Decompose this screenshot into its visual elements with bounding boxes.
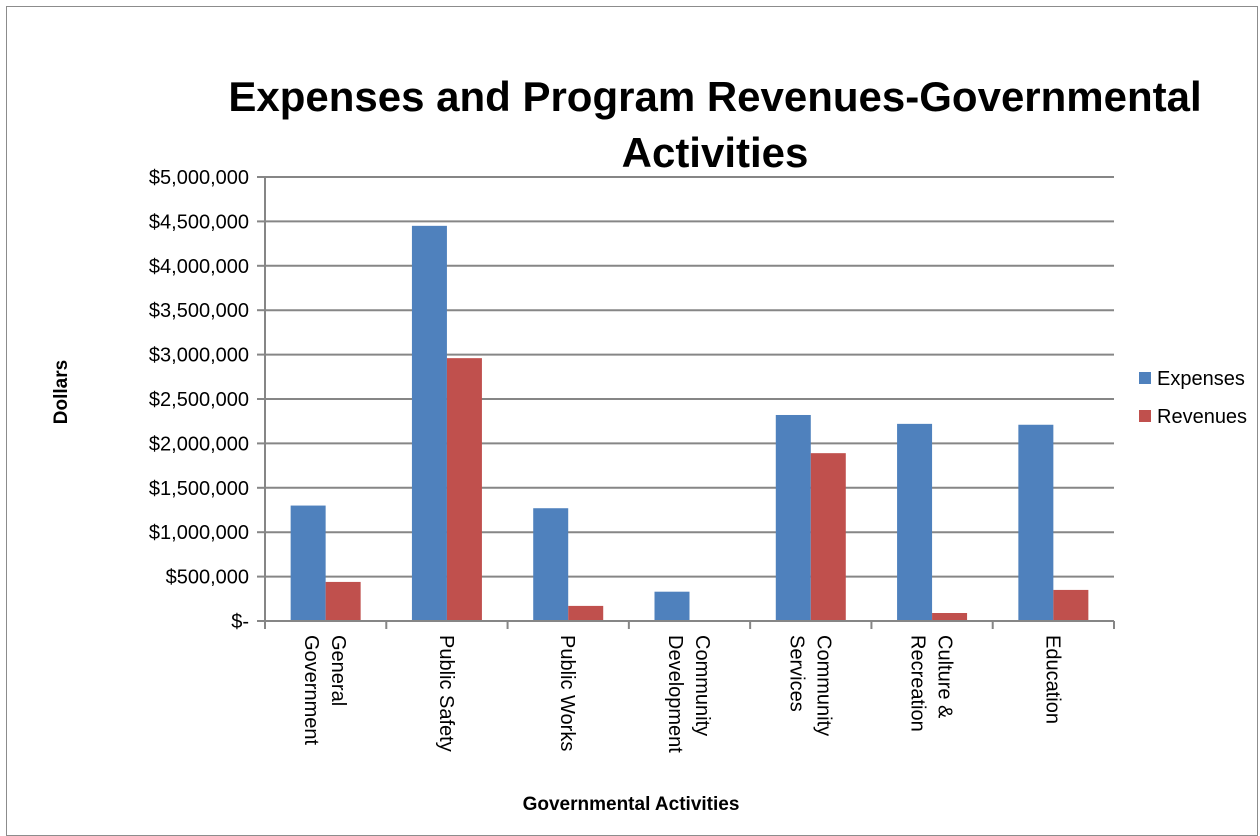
chart-title-line: Expenses and Program Revenues-Government… (228, 73, 1201, 120)
x-category-label: Recreation (907, 635, 929, 732)
legend-swatch-expenses (1139, 372, 1151, 384)
legend-swatch-revenues (1139, 410, 1151, 422)
y-tick-label: $- (231, 611, 249, 633)
y-tick-label: $1,000,000 (149, 522, 249, 544)
x-category-label: Public Works (556, 635, 578, 751)
y-tick-label: $4,500,000 (149, 211, 249, 233)
y-tick-labels: $- $500,000 $1,000,000 $1,500,000 $2,000,000… (149, 167, 249, 633)
x-category-label: Education (1041, 635, 1063, 724)
bar-expenses (654, 591, 690, 621)
bar-expenses (411, 225, 447, 621)
x-category-label: Government (300, 635, 322, 745)
y-tick-label: $1,500,000 (149, 478, 249, 500)
bar-revenues (568, 605, 604, 621)
y-tick-label: $2,000,000 (149, 433, 249, 455)
bar-revenues (810, 453, 846, 621)
y-tick-label: $4,000,000 (149, 256, 249, 278)
y-tick-label: $3,000,000 (149, 345, 249, 367)
chart-frame: $- $500,000 $1,000,000 $1,500,000 $2,000,000… (6, 6, 1258, 836)
bars (290, 225, 1089, 621)
y-axis-title: Dollars (51, 360, 72, 424)
gridlines (265, 176, 1114, 578)
y-tick-label: $5,000,000 (149, 167, 249, 189)
bar-expenses (290, 505, 326, 621)
x-category-label: Community (691, 635, 713, 736)
bar-expenses (533, 508, 569, 621)
y-tick-label: $2,500,000 (149, 389, 249, 411)
x-category-label: Culture & (934, 635, 956, 719)
x-axis-title: Governmental Activities (523, 794, 740, 815)
axes (257, 176, 1115, 629)
chart-title-line: Activities (622, 129, 809, 176)
legend-label-expenses: Expenses (1157, 368, 1245, 390)
bar-revenues (932, 613, 968, 621)
x-category-label: General (327, 635, 349, 706)
bar-expenses (897, 423, 933, 621)
bar-expenses (1018, 424, 1054, 621)
legend: Expenses Revenues (1139, 368, 1247, 428)
y-tick-label: $3,500,000 (149, 300, 249, 322)
bar-revenues (325, 581, 361, 621)
bar-revenues (446, 358, 482, 621)
chart-title: Expenses and Program Revenues-Government… (228, 73, 1201, 176)
x-category-label: Services (785, 635, 807, 712)
x-category-label: Public Safety (435, 635, 457, 752)
legend-label-revenues: Revenues (1157, 406, 1247, 428)
bar-expenses (775, 414, 811, 621)
bar-revenues (1053, 589, 1089, 621)
x-category-label: Community (812, 635, 834, 736)
y-tick-label: $500,000 (166, 567, 249, 589)
x-category-label: Development (664, 635, 686, 753)
chart-svg: $- $500,000 $1,000,000 $1,500,000 $2,000,000… (51, 73, 1247, 815)
